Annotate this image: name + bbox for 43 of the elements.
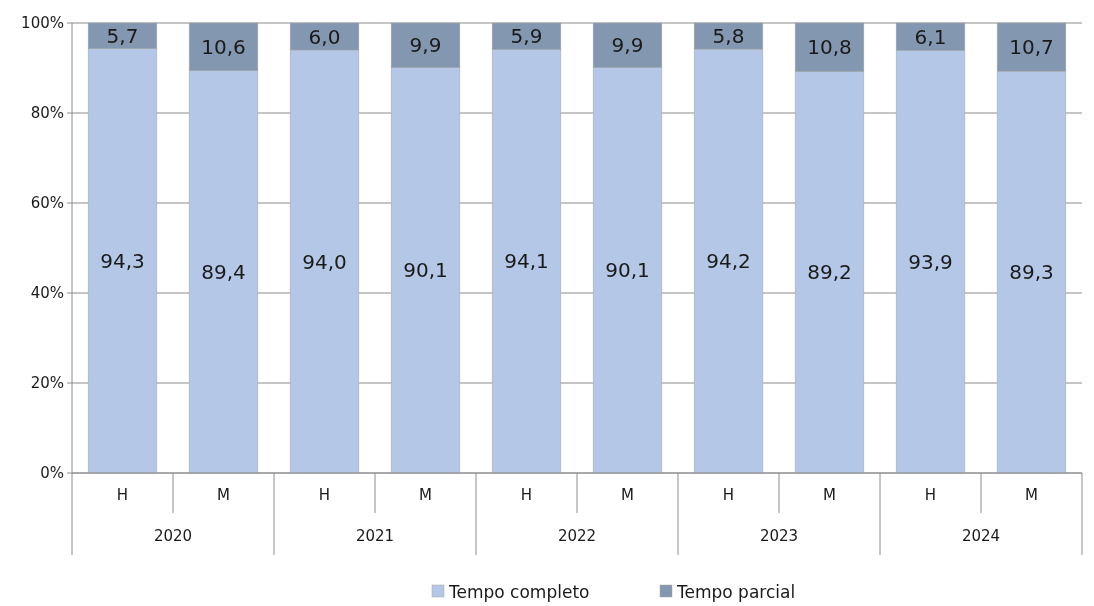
data-label: 10,6 xyxy=(201,34,246,59)
data-label: 90,1 xyxy=(605,258,650,283)
data-label: 94,2 xyxy=(706,249,751,274)
data-label: 10,7 xyxy=(1009,35,1054,60)
text: 2023 xyxy=(759,527,799,545)
data-label: 9,9 xyxy=(409,33,442,58)
text: 2021 xyxy=(355,527,395,545)
data-label: 9,9 xyxy=(611,33,644,58)
x-tick-label: M xyxy=(419,486,432,504)
y-tick-label: 40% xyxy=(30,284,64,302)
x-tick-label: H xyxy=(722,486,735,504)
y-tick-label: 80% xyxy=(30,104,64,122)
data-label: 94,0 xyxy=(302,249,347,274)
data-label: 93,9 xyxy=(908,249,953,274)
data-label: 90,1 xyxy=(403,258,448,283)
y-tick-label: 0% xyxy=(40,464,64,482)
text: 2022 xyxy=(557,527,597,545)
data-label: 94,1 xyxy=(504,249,549,274)
x-tick-label: M xyxy=(217,486,230,504)
data-label: 5,9 xyxy=(510,24,543,49)
data-label: 89,4 xyxy=(201,259,246,284)
legend-label: Tempo parcial xyxy=(676,582,796,602)
x-tick-label: M xyxy=(621,486,634,504)
data-label: 6,0 xyxy=(308,24,341,49)
y-tick-label: 20% xyxy=(30,374,64,392)
data-label: 5,8 xyxy=(712,24,745,49)
data-label: 10,8 xyxy=(807,35,852,60)
data-label: 5,7 xyxy=(106,23,139,48)
x-tick-label: H xyxy=(520,486,533,504)
data-label: 89,2 xyxy=(807,260,852,285)
x-tick-label: M xyxy=(1025,486,1038,504)
x-tick-label: H xyxy=(924,486,937,504)
y-tick-label: 60% xyxy=(30,194,64,212)
y-tick-label: 100% xyxy=(21,14,64,32)
text: 2024 xyxy=(961,527,1001,545)
data-label: 94,3 xyxy=(100,248,145,273)
data-label: 89,3 xyxy=(1009,260,1054,285)
x-tick-label: H xyxy=(318,486,331,504)
x-tick-label: M xyxy=(823,486,836,504)
text: 2020 xyxy=(153,527,193,545)
data-label: 6,1 xyxy=(914,24,947,49)
legend-label: Tempo completo xyxy=(448,582,590,602)
x-tick-label: H xyxy=(116,486,129,504)
